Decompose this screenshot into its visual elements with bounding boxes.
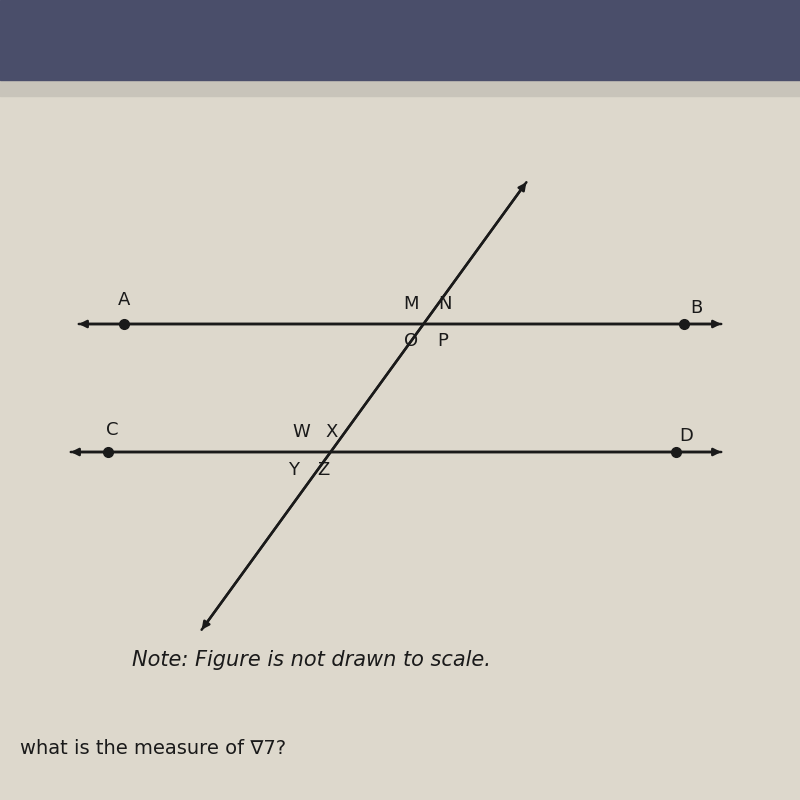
Text: Z: Z — [317, 462, 330, 479]
Bar — [0, 80, 800, 96]
Text: W: W — [292, 423, 310, 441]
Text: what is the measure of ∇7?: what is the measure of ∇7? — [20, 738, 286, 758]
Text: O: O — [404, 332, 418, 350]
Text: Y: Y — [288, 462, 299, 479]
Bar — [0, 0, 800, 80]
Text: Note: Figure is not drawn to scale.: Note: Figure is not drawn to scale. — [132, 650, 491, 670]
Text: A: A — [118, 291, 130, 309]
Text: X: X — [326, 423, 338, 441]
Text: N: N — [438, 295, 451, 313]
Text: B: B — [690, 299, 702, 317]
Text: D: D — [679, 427, 694, 445]
Text: P: P — [437, 332, 448, 350]
Text: C: C — [106, 422, 118, 439]
Text: M: M — [403, 295, 419, 313]
